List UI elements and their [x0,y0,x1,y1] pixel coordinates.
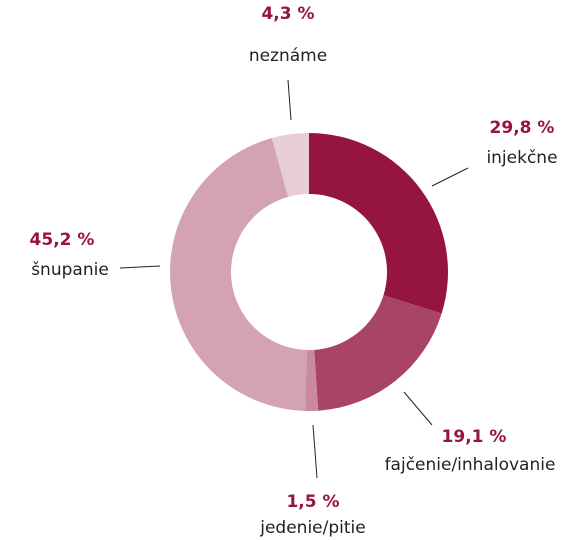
leader-line [312,424,318,479]
category-label: šnupanie [31,260,109,280]
category-label: fajčenie/inhalovanie [385,455,556,475]
value-label: 45,2 % [30,230,95,250]
category-label: jedenie/pitie [259,518,365,538]
donut-slice [271,133,309,197]
category-label: neznáme [249,46,327,66]
leader-line [119,265,161,269]
donut-slice [169,138,307,411]
leader-line [403,391,433,426]
category-label: injekčne [486,148,557,168]
value-label: 29,8 % [490,118,555,138]
value-label: 19,1 % [442,427,507,447]
leader-line [287,79,292,121]
donut-slice [309,133,448,314]
donut-slice [314,295,442,411]
value-label: 4,3 % [261,4,314,24]
value-label: 1,5 % [286,492,339,512]
donut-slice [305,349,319,411]
leader-line [431,167,469,187]
